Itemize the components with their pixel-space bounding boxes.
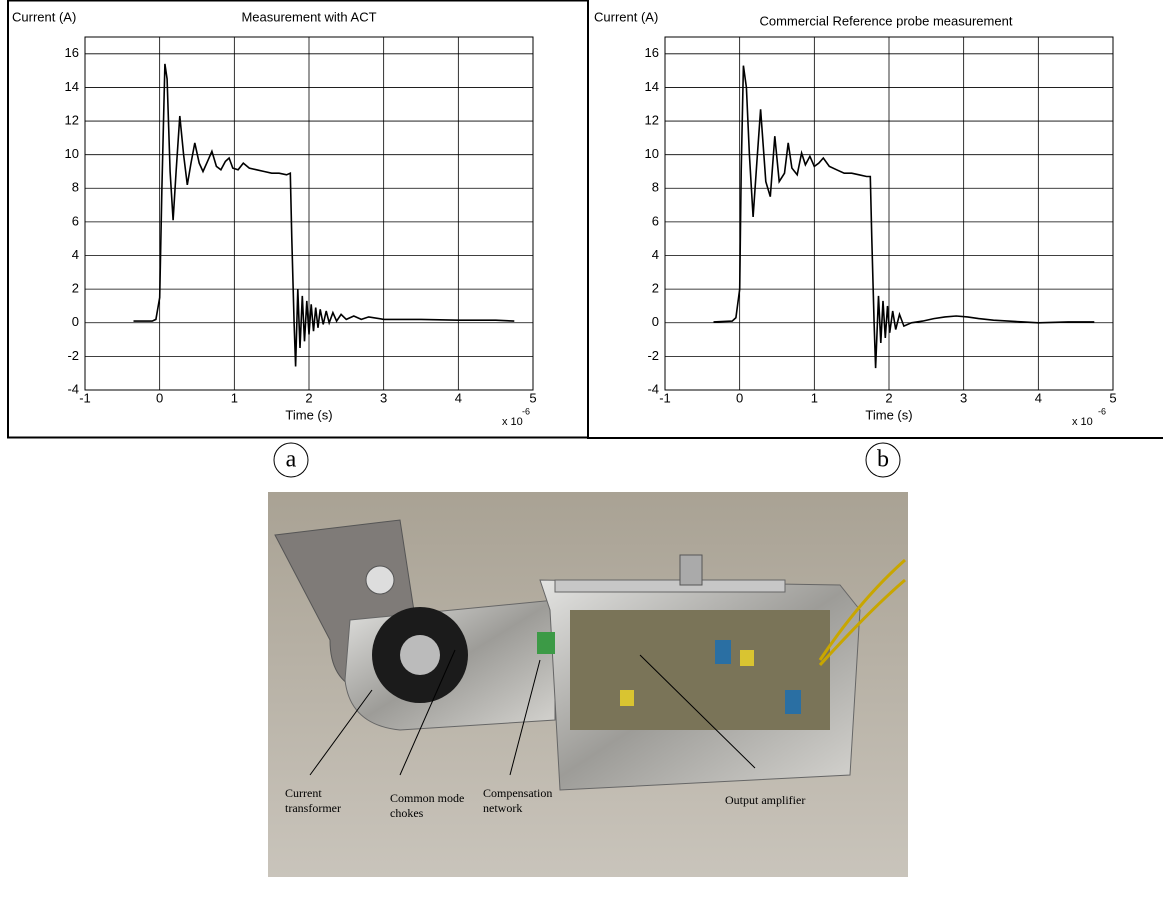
x-tick-label: 5: [529, 390, 536, 405]
y-tick-label: 2: [72, 281, 79, 296]
photo-component: [740, 650, 754, 666]
photo-terminal: [537, 632, 555, 654]
x-tick-label: -1: [79, 390, 91, 405]
leader-line: [509, 659, 541, 776]
y-tick-label: 14: [65, 79, 79, 94]
x-axis-label: Time (s): [285, 407, 332, 422]
photo: Current transformer Common mode chokes C…: [268, 492, 908, 877]
leader-line: [639, 654, 756, 769]
panel-circle: [865, 442, 901, 478]
y-tick-label: 12: [65, 112, 79, 127]
x-tick-label: 4: [1035, 390, 1042, 405]
panel-label: a: [286, 447, 297, 473]
data-line: [713, 65, 1095, 369]
y-tick-label: 10: [645, 146, 659, 161]
photo-core: [400, 635, 440, 675]
y-tick-label: 0: [72, 314, 79, 329]
y-tick-label: 16: [645, 45, 659, 60]
y-tick-label: 8: [72, 180, 79, 195]
y-tick-label: 6: [652, 213, 659, 228]
y-tick-label: 12: [645, 112, 659, 127]
y-tick-label: -4: [647, 381, 659, 396]
y-tick-label: 4: [652, 247, 659, 262]
photo-label: chokes: [390, 806, 424, 820]
x-tick-label: -1: [659, 390, 671, 405]
x-tick-label: 0: [736, 390, 743, 405]
photo-leaders: [309, 649, 756, 776]
photo-label: Common mode: [390, 791, 464, 805]
y-tick-label: 8: [652, 180, 659, 195]
y-tick-label: 16: [65, 45, 79, 60]
x-tick-label: 5: [1109, 390, 1116, 405]
leader-line: [309, 689, 373, 776]
photo-label: network: [483, 801, 522, 815]
chart-title: Commercial Reference probe measurement: [760, 13, 1013, 28]
data-line: [133, 63, 515, 367]
y-tick-label: 10: [65, 146, 79, 161]
x-tick-label: 0: [156, 390, 163, 405]
y-axis-label: Current (A): [12, 9, 76, 24]
x-tick-label: 4: [455, 390, 462, 405]
x-axis-label: Time (s): [865, 407, 912, 422]
x-exponent: -6: [1098, 406, 1106, 416]
photo-component: [620, 690, 634, 706]
y-tick-label: -4: [67, 381, 79, 396]
y-tick-label: -2: [647, 348, 659, 363]
chart-title: Measurement with ACT: [241, 9, 376, 24]
panel-circle: [273, 442, 309, 478]
photo-label: Compensation: [483, 786, 552, 800]
x-exponent: -6: [522, 406, 530, 416]
photo-lid: [554, 579, 786, 593]
x-tick-label: 2: [305, 390, 312, 405]
x-tick-label: 1: [811, 390, 818, 405]
photo-connector: [679, 554, 703, 586]
x-tick-label: 2: [885, 390, 892, 405]
photo-hole: [365, 565, 395, 595]
y-axis-label: Current (A): [594, 9, 658, 24]
photo-label: transformer: [285, 801, 341, 815]
photo-label: Output amplifier: [725, 793, 805, 807]
y-tick-label: 6: [72, 213, 79, 228]
x-tick-label: 1: [231, 390, 238, 405]
y-tick-label: -2: [67, 348, 79, 363]
photo-capacitor: [715, 640, 731, 664]
y-tick-label: 0: [652, 314, 659, 329]
x-tick-label: 3: [960, 390, 967, 405]
x-multiplier: x 10: [1072, 416, 1093, 428]
photo-capacitor: [785, 690, 801, 714]
y-tick-label: 14: [645, 79, 659, 94]
x-tick-label: 3: [380, 390, 387, 405]
leader-line: [399, 649, 456, 776]
photo-label: Current: [285, 786, 322, 800]
x-multiplier: x 10: [502, 416, 523, 428]
panel-label: b: [877, 447, 889, 473]
y-tick-label: 2: [652, 281, 659, 296]
panel-frame: [587, 0, 1163, 439]
photo-wires: [818, 558, 906, 667]
photo-labels: Current transformer Common mode chokes C…: [285, 786, 805, 820]
y-tick-label: 4: [72, 247, 79, 262]
